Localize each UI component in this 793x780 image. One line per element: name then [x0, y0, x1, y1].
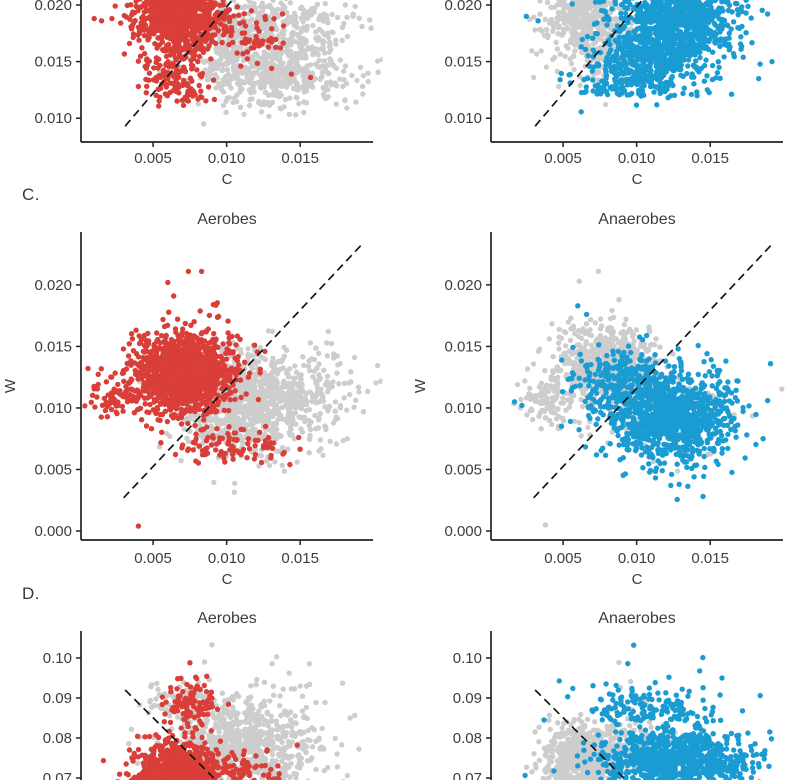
y-tick-label: 0.09: [43, 690, 72, 707]
plot-title: Anaerobes: [598, 211, 675, 228]
scatter-layer-anaerobes: [558, 68, 721, 115]
y-tick-label: 0.015: [444, 338, 482, 355]
y-tick-label: 0.020: [444, 0, 482, 14]
scatter-layer-background_points: [531, 27, 609, 108]
reference-line: [533, 243, 773, 499]
panel-top-anaerobes: 0.020 0.015 0.010 0.005 0.010 0.015 C: [444, 0, 783, 188]
x-tick-label: 0.010: [618, 150, 656, 167]
y-tick-label: 0.010: [444, 110, 482, 127]
scatter-layer-aerobes: [162, 84, 218, 104]
y-tick-label: 0.005: [444, 461, 482, 478]
y-tick-label: 0.010: [34, 110, 72, 127]
panel-c-aerobes: 0.020 0.015 0.010 0.005 0.000 0.005 0.010 0.015…: [2, 211, 383, 585]
x-tick-label: 0.015: [691, 550, 729, 567]
scatter-layer-anaerobes: [559, 332, 701, 419]
panel-top-aerobes: 0.020 0.015 0.010 0.005 0.010 0.015 C: [34, 0, 383, 188]
y-tick-label: 0.07: [43, 770, 72, 780]
plot-title: Anaerobes: [598, 610, 675, 627]
scatter-layer-background_points: [201, 642, 350, 779]
x-tick-label: 0.010: [208, 550, 246, 567]
scatter-layer-anaerobes: [511, 303, 774, 442]
y-tick-label: 0.020: [444, 277, 482, 294]
scatter-layer-aerobes: [135, 268, 302, 529]
x-tick-label: 0.010: [618, 550, 656, 567]
y-tick-label: 0.10: [43, 650, 72, 667]
y-tick-label: 0.015: [34, 54, 72, 71]
x-axis-label: C: [222, 171, 233, 188]
scatter-layer-anaerobes: [556, 668, 723, 734]
scatter-layer-anaerobes: [523, 11, 775, 83]
x-tick-label: 0.015: [691, 150, 729, 167]
panel-d-aerobes: 0.10 0.09 0.08 0.07 Aerobes: [43, 610, 362, 780]
scatter-layer-background_points: [328, 13, 365, 90]
x-tick-label: 0.015: [281, 150, 319, 167]
scatter-layer-aerobes: [161, 747, 282, 780]
y-tick-label: 0.010: [444, 400, 482, 417]
x-tick-label: 0.005: [134, 550, 172, 567]
panel-label-d: D.: [22, 584, 40, 603]
x-tick-label: 0.005: [134, 150, 172, 167]
y-tick-label: 0.08: [43, 730, 72, 747]
scatter-layer-anaerobes: [541, 642, 763, 723]
y-tick-label: 0.015: [444, 54, 482, 71]
scatter-layer-aerobes: [126, 660, 300, 754]
scatter-layer-anaerobes: [522, 712, 775, 780]
scatter-points: [91, 0, 383, 127]
scatter-layer-aerobes: [159, 673, 232, 740]
scatter-layer-anaerobes: [569, 0, 765, 99]
scatter-layer-aerobes: [212, 8, 287, 72]
reference-line: [124, 0, 234, 127]
x-axis-label: C: [222, 571, 233, 585]
panel-label-c: C.: [22, 185, 40, 204]
scatter-points: [100, 642, 362, 780]
y-tick-label: 0.000: [444, 523, 482, 540]
x-tick-label: 0.015: [281, 550, 319, 567]
y-tick-label: 0.010: [34, 400, 72, 417]
scatter-layer-background_points: [532, 659, 634, 753]
y-tick-label: 0.020: [34, 0, 72, 14]
x-axis-label: C: [632, 171, 643, 188]
y-axis-label: W: [2, 378, 19, 393]
scatter-layer-background_points: [511, 346, 599, 432]
x-tick-label: 0.010: [208, 150, 246, 167]
y-tick-label: 0.020: [34, 277, 72, 294]
reference-line: [123, 243, 363, 499]
scatter-layer-aerobes: [112, 300, 263, 442]
x-axis-label: C: [632, 571, 643, 585]
scatter-points: [523, 0, 775, 115]
scatter-layer-aerobes: [135, 30, 217, 109]
x-tick-label: 0.005: [544, 150, 582, 167]
reference-line: [534, 0, 644, 127]
y-tick-label: 0.09: [453, 690, 482, 707]
scatter-layer-background_points: [253, 340, 383, 459]
y-axis-label: W: [412, 378, 429, 393]
scatter-points: [82, 268, 383, 529]
y-tick-label: 0.000: [34, 523, 72, 540]
scatter-points: [511, 268, 785, 528]
y-tick-label: 0.10: [453, 650, 482, 667]
scatter-layer-anaerobes: [566, 13, 746, 108]
y-tick-label: 0.005: [34, 461, 72, 478]
scatter-layer-aerobes: [82, 365, 141, 420]
reference-line: [124, 689, 217, 780]
scatter-layer-aerobes: [158, 423, 303, 466]
y-tick-label: 0.07: [453, 770, 482, 780]
reference-line: [534, 689, 627, 780]
panel-c-anaerobes: 0.020 0.015 0.010 0.005 0.000 0.005 0.010 0.015…: [412, 211, 785, 585]
scatter-layer-background_points: [294, 354, 367, 465]
plot-title: Aerobes: [197, 610, 257, 627]
plot-title: Aerobes: [197, 211, 257, 228]
scatter-points: [522, 642, 775, 780]
scatter-layer-aerobes: [91, 11, 314, 90]
scatter-layer-background_points: [514, 268, 622, 528]
y-tick-label: 0.08: [453, 730, 482, 747]
x-tick-label: 0.005: [544, 550, 582, 567]
y-tick-label: 0.015: [34, 338, 72, 355]
panel-d-anaerobes: 0.10 0.09 0.08 0.07 Anaerobes: [453, 610, 775, 780]
